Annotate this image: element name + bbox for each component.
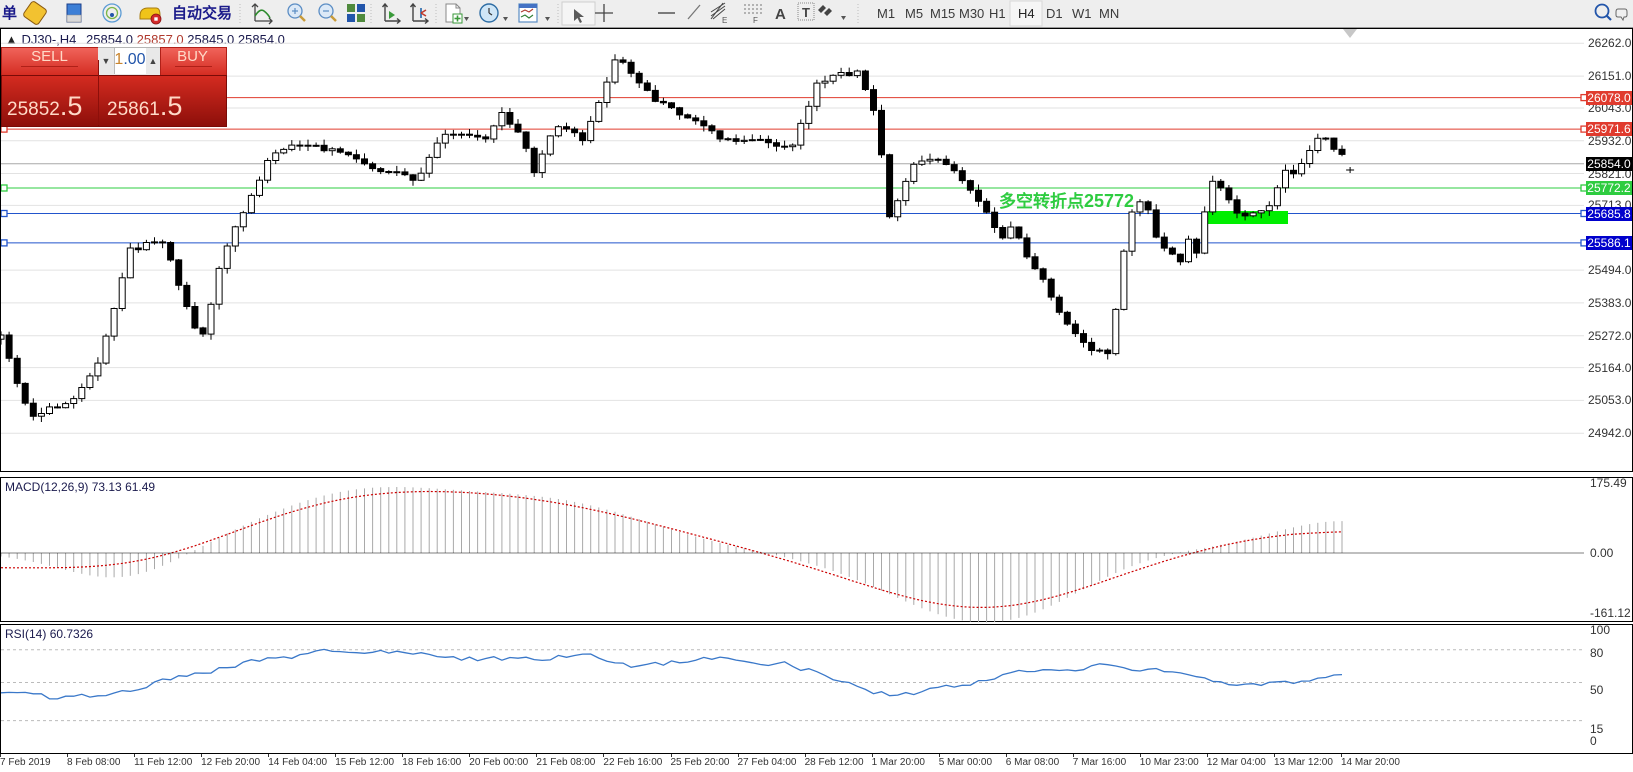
svg-text:F: F — [753, 16, 758, 25]
svg-text:H1: H1 — [989, 6, 1006, 21]
svg-text:W1: W1 — [1072, 6, 1092, 21]
svg-text:M30: M30 — [959, 6, 984, 21]
svg-text:单: 单 — [2, 4, 17, 22]
svg-text:H4: H4 — [1018, 6, 1035, 21]
svg-text:M5: M5 — [905, 6, 923, 21]
svg-text:自动交易: 自动交易 — [172, 4, 232, 22]
svg-text:MN: MN — [1099, 6, 1119, 21]
svg-text:D1: D1 — [1046, 6, 1063, 21]
svg-text:A: A — [775, 6, 786, 23]
svg-text:E: E — [722, 16, 727, 25]
svg-text:T: T — [802, 5, 810, 20]
svg-text:M1: M1 — [877, 6, 895, 21]
svg-text:M15: M15 — [930, 6, 955, 21]
